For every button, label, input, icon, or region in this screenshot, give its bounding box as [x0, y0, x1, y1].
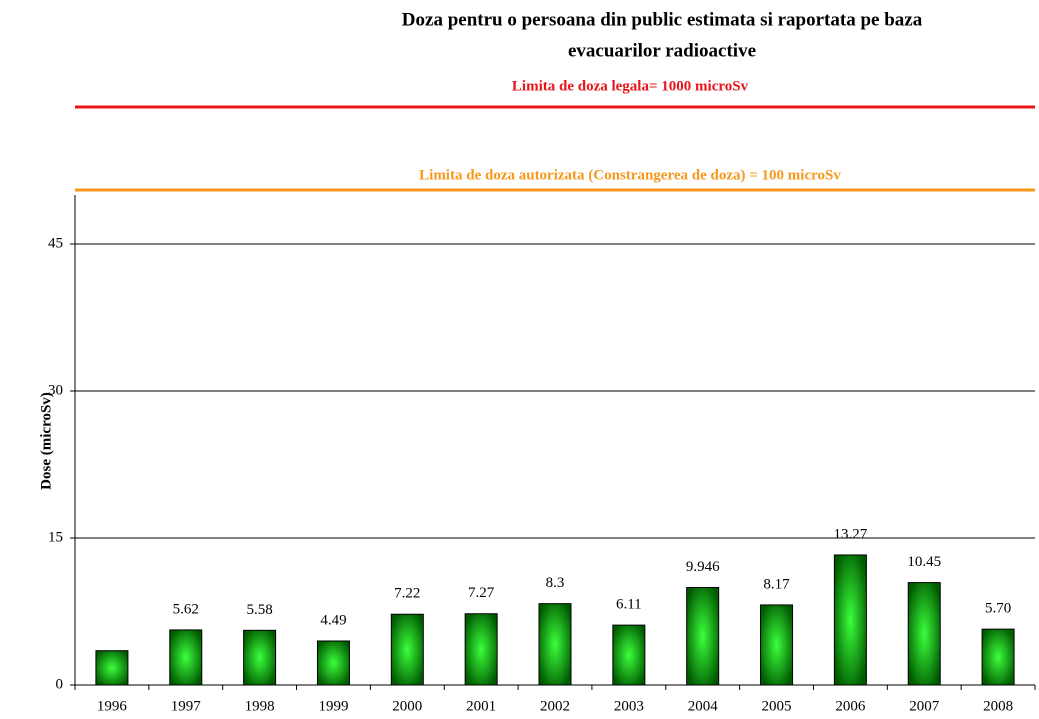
bar — [243, 629, 277, 686]
annotation: Limita de doza legala= 1000 microSv — [512, 78, 749, 94]
data-label: 7.27 — [468, 585, 495, 601]
bar — [833, 554, 867, 686]
bar — [981, 628, 1015, 686]
data-label: 8.17 — [763, 576, 790, 592]
annotation: Limita de doza autorizata (Constrangerea… — [419, 167, 841, 183]
data-label: 10.45 — [907, 554, 941, 570]
x-tick-label: 2006 — [835, 698, 866, 714]
data-label: 13.27 — [834, 526, 868, 542]
bar — [169, 629, 203, 686]
x-tick-label: 1998 — [245, 698, 275, 714]
bar — [390, 613, 424, 686]
x-tick-label: 2004 — [688, 698, 719, 714]
x-tick-label: 2002 — [540, 698, 570, 714]
data-label: 5.70 — [985, 601, 1011, 617]
y-tick-label: 0 — [56, 676, 64, 692]
y-tick-label: 15 — [48, 529, 63, 545]
bar — [907, 582, 941, 686]
data-label: 8.3 — [546, 575, 565, 591]
x-tick-label: 1999 — [318, 698, 348, 714]
chart-title: evacuarilor radioactive — [568, 40, 756, 61]
x-tick-label: 1997 — [171, 698, 202, 714]
data-label: 5.58 — [246, 602, 272, 618]
chart-title: Doza pentru o persoana din public estima… — [402, 9, 923, 30]
x-tick-label: 2000 — [392, 698, 422, 714]
data-label: 4.49 — [320, 612, 346, 628]
data-label: 6.11 — [616, 597, 642, 613]
bar — [95, 650, 129, 686]
data-label: 5.62 — [173, 601, 199, 617]
x-tick-label: 2005 — [762, 698, 792, 714]
bar — [686, 587, 720, 686]
bar — [464, 613, 498, 686]
data-label: 7.22 — [394, 586, 420, 602]
x-tick-label: 2003 — [614, 698, 644, 714]
bar — [760, 604, 794, 686]
bar — [538, 603, 572, 686]
x-tick-label: 2001 — [466, 698, 496, 714]
bar — [316, 640, 350, 686]
y-tick-label: 45 — [48, 235, 63, 251]
data-label: 9.946 — [686, 559, 720, 575]
x-tick-label: 2008 — [983, 698, 1013, 714]
x-tick-label: 1996 — [97, 698, 128, 714]
y-tick-label: 30 — [48, 382, 63, 398]
bar — [612, 624, 646, 686]
y-axis-label: Dose (microSv) — [38, 392, 54, 490]
x-tick-label: 2007 — [909, 698, 940, 714]
